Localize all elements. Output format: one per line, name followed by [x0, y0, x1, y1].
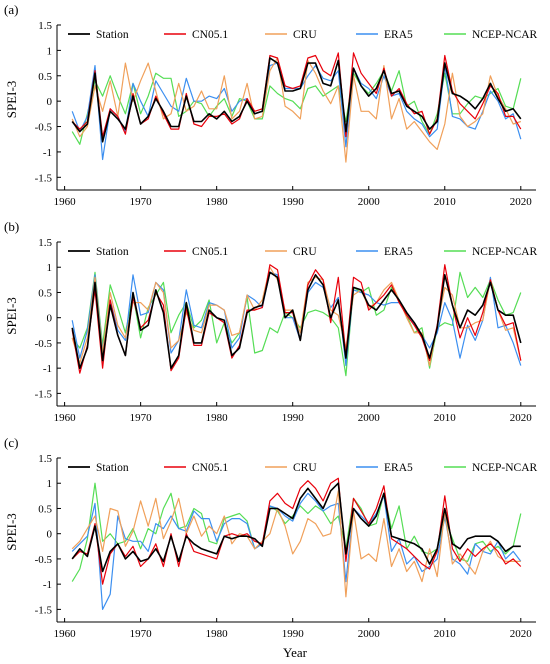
series-line-cru	[71, 490, 521, 598]
series-line-cn05-1	[71, 52, 522, 138]
legend-label-cru: CRU	[293, 246, 317, 258]
series-line-station	[71, 57, 522, 143]
y-tick-label: 0	[47, 529, 53, 541]
series-line-cru	[71, 57, 521, 163]
series-line-cru	[71, 266, 522, 367]
x-tick-label: 2000	[358, 628, 381, 640]
x-tick-label: 2020	[510, 412, 533, 424]
panel-c: (c) SPEI-3 -1.5 -1 -0.5 0 0.5 1 1.5 1960 1970 1980 1…	[4, 435, 538, 640]
legend-label-station: Station	[96, 462, 129, 474]
legend-label-cru: CRU	[293, 29, 317, 41]
y-tick-label: 0	[47, 96, 53, 108]
x-tick-label: 1990	[282, 412, 305, 424]
y-tick-label: -0.5	[35, 338, 53, 350]
panel-label: (b)	[4, 219, 19, 234]
y-tick-label: -1	[43, 363, 52, 375]
x-tick-label: 2020	[510, 196, 533, 208]
legend-label-era5: ERA5	[384, 29, 413, 41]
legend-label-station: Station	[96, 246, 129, 258]
legend-label-ncep-ncar: NCEP-NCAR	[472, 29, 538, 41]
y-tick-label: 0.5	[38, 503, 52, 515]
x-tick-label: 1980	[206, 196, 229, 208]
x-tick-label: 1970	[130, 196, 153, 208]
x-tick-label: 1980	[206, 628, 229, 640]
y-tick-label: 1.5	[38, 237, 52, 249]
y-tick-label: -1.5	[35, 172, 53, 184]
y-tick-label: 1.5	[38, 453, 52, 465]
series-line-era5	[71, 271, 522, 367]
panel-label: (a)	[4, 2, 18, 17]
legend-label-era5: ERA5	[384, 246, 413, 258]
panel-b: (b) SPEI-3 -1.5 -1 -0.5 0 0.5 1 1.5 1960 1970 1980 1…	[4, 219, 538, 424]
y-tick-label: 1	[47, 478, 53, 490]
legend-label-cru: CRU	[293, 462, 317, 474]
y-tick-label: 0.5	[38, 71, 52, 83]
y-axis-label: SPEI-3	[4, 297, 19, 335]
y-tick-label: 1	[47, 262, 53, 274]
series-line-station	[71, 271, 522, 370]
y-tick-label: 0.5	[38, 287, 52, 299]
y-tick-label: -0.5	[35, 122, 53, 134]
y-tick-label: 1	[47, 45, 53, 57]
legend-label-cn05-1: CN05.1	[192, 462, 228, 474]
series-line-era5	[71, 62, 522, 161]
x-tick-label: 2000	[358, 196, 381, 208]
y-tick-label: -1.5	[35, 604, 53, 616]
series-line-station	[71, 482, 521, 573]
x-tick-label: 1990	[282, 196, 305, 208]
x-tick-label: 1970	[130, 412, 153, 424]
x-tick-label: 2010	[434, 628, 457, 640]
x-tick-label: 1960	[54, 412, 77, 424]
legend-label-cn05-1: CN05.1	[192, 29, 228, 41]
panel-label: (c)	[4, 435, 18, 450]
y-tick-label: 1.5	[38, 20, 52, 32]
legend-label-era5: ERA5	[384, 462, 413, 474]
x-axis-label: Year	[283, 645, 308, 660]
x-tick-label: 1970	[130, 628, 153, 640]
legend-label-ncep-ncar: NCEP-NCAR	[472, 462, 538, 474]
y-tick-label: -0.5	[35, 554, 53, 566]
x-tick-label: 2000	[358, 412, 381, 424]
series-line-ncep-ncar	[71, 70, 522, 145]
x-tick-label: 2010	[434, 196, 457, 208]
panel-a: (a) SPEI-3 -1.5 -1 -0.5 0 0.5 1 1.5 1960 1970 1980 1…	[4, 2, 538, 208]
x-tick-label: 1980	[206, 412, 229, 424]
legend-label-cn05-1: CN05.1	[192, 246, 228, 258]
y-tick-label: -1	[43, 147, 52, 159]
x-tick-label: 1960	[54, 196, 77, 208]
x-tick-label: 2010	[434, 412, 457, 424]
series-line-cn05-1	[71, 477, 522, 585]
x-tick-label: 2020	[510, 628, 533, 640]
y-axis-label: SPEI-3	[4, 81, 19, 119]
y-tick-label: -1.5	[35, 388, 53, 400]
y-tick-label: 0	[47, 313, 53, 325]
y-axis-label: SPEI-3	[4, 513, 19, 551]
y-tick-label: -1	[43, 579, 52, 591]
legend-label-ncep-ncar: NCEP-NCAR	[472, 246, 538, 258]
x-tick-label: 1960	[54, 628, 77, 640]
legend-label-station: Station	[96, 29, 129, 41]
x-tick-label: 1990	[282, 628, 305, 640]
